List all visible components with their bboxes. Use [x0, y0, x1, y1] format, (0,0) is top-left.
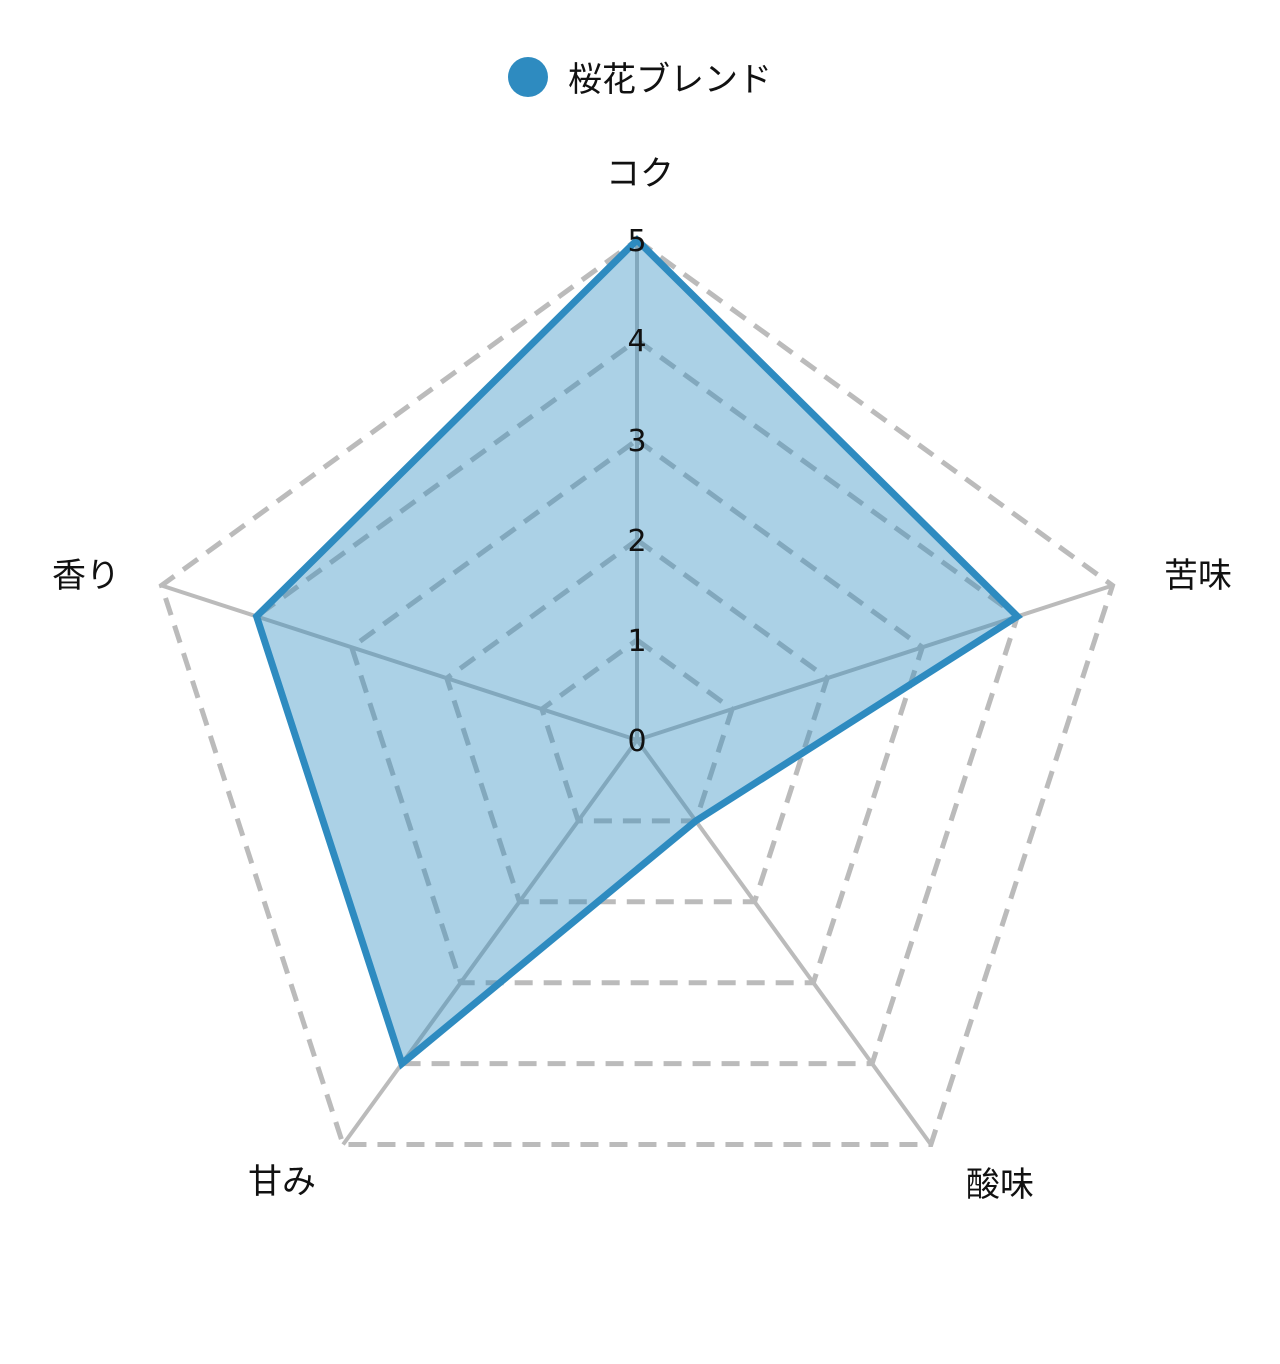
grid-ring-3 [348, 436, 926, 986]
legend-label[interactable]: 桜花ブレンド [568, 60, 772, 100]
data-point-苦味 [1016, 615, 1019, 618]
grid-ring-4 [253, 336, 1021, 1067]
grid-ring-5 [158, 236, 1116, 1148]
tick-label: 1 [627, 624, 646, 659]
tick-label: 0 [627, 724, 646, 759]
axis-label: コク [606, 154, 674, 194]
tick-label: 4 [627, 324, 646, 359]
grid-ring-2 [443, 536, 831, 905]
axis-label: 苦味 [1164, 556, 1232, 596]
data-point-香り [255, 615, 258, 618]
axis-spoke [635, 738, 933, 1146]
tick-label: 2 [627, 524, 646, 559]
axis-label: 酸味 [966, 1165, 1034, 1205]
tick-label: 5 [627, 224, 646, 259]
legend: 桜花ブレンド [0, 52, 1280, 101]
grid-ring-1 [538, 636, 736, 824]
axis-label: 甘み [248, 1162, 316, 1202]
axis-spoke [636, 583, 1114, 742]
data-point-甘み [400, 1062, 403, 1065]
data-point-コク [636, 239, 638, 241]
axis-label: 香り [52, 556, 120, 596]
legend-marker [508, 56, 548, 97]
tick-label: 3 [627, 424, 646, 459]
axis-spoke [341, 738, 639, 1146]
axis-spoke [160, 583, 638, 742]
series-area [252, 235, 1024, 1070]
data-point-酸味 [694, 819, 697, 822]
